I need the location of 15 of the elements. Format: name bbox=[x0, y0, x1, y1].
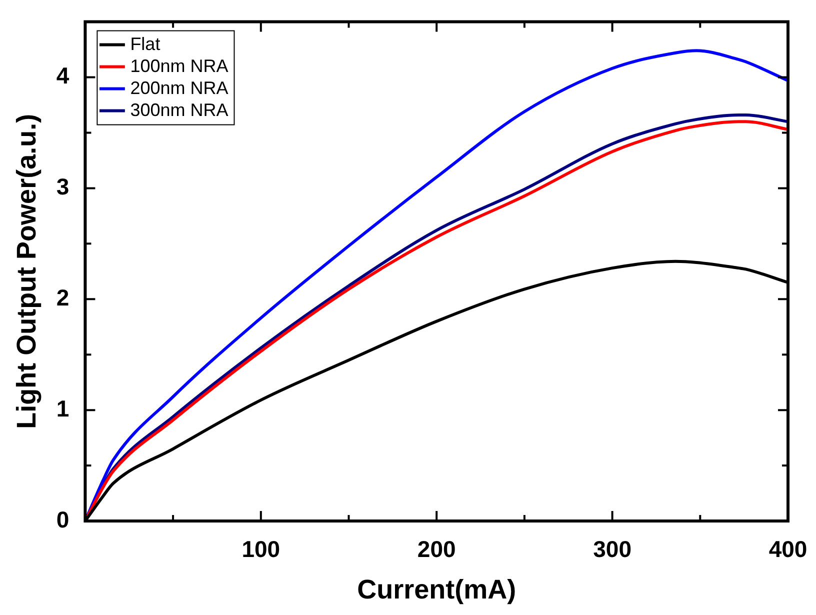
legend-label: 100nm NRA bbox=[130, 56, 228, 76]
y-axis-title: Light Output Power(a.u.) bbox=[12, 114, 42, 429]
y-tick-label: 0 bbox=[56, 506, 70, 532]
legend-label: 200nm NRA bbox=[130, 78, 228, 98]
y-tick-label: 3 bbox=[56, 174, 70, 200]
x-tick-label: 400 bbox=[768, 536, 808, 562]
legend-label: 300nm NRA bbox=[130, 100, 228, 120]
x-axis-title: Current(mA) bbox=[357, 574, 516, 604]
y-tick-label: 2 bbox=[56, 284, 70, 310]
legend-label: Flat bbox=[130, 34, 160, 54]
y-tick-label: 4 bbox=[56, 62, 70, 89]
x-tick-label: 300 bbox=[593, 536, 632, 562]
y-tick-label: 1 bbox=[56, 395, 70, 422]
x-tick-label: 100 bbox=[242, 536, 280, 562]
x-tick-label: 200 bbox=[417, 536, 456, 562]
